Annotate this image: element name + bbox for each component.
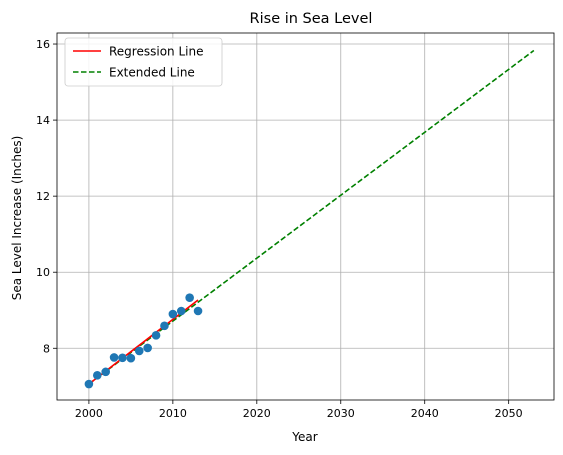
y-tick-label: 10 [36, 266, 50, 279]
legend-box [64, 37, 223, 87]
scatter-point [185, 293, 194, 302]
scatter-point [160, 321, 169, 331]
x-tick-label: 2020 [243, 407, 271, 420]
scatter-point [151, 331, 161, 340]
y-tick-label: 12 [36, 190, 50, 203]
scatter-point [193, 306, 203, 316]
y-tick-label: 16 [36, 38, 50, 51]
legend-label-extended: Extended Line [109, 66, 195, 80]
chart-title: Rise in Sea Level [250, 11, 373, 27]
scatter-points [84, 293, 203, 389]
scatter-point [134, 346, 144, 356]
scatter-point [118, 353, 127, 363]
x-tick-label: 2050 [495, 407, 523, 420]
x-axis-label: Year [291, 430, 317, 444]
scatter-point [109, 353, 119, 362]
legend-label-regression: Regression Line [109, 45, 203, 59]
scatter-point [176, 306, 186, 316]
x-tick-label: 2000 [75, 407, 103, 420]
y-tick-label: 8 [43, 342, 50, 355]
scatter-point [84, 379, 94, 389]
grid [57, 33, 554, 400]
scatter-point [143, 343, 152, 353]
axis-ticks: 2000 2010 2020 2030 2040 2050 8 10 12 14 16 [36, 38, 523, 420]
y-axis-label: Sea Level Increase (Inches) [10, 136, 24, 301]
scatter-point [92, 370, 102, 380]
scatter-point [101, 367, 110, 377]
legend: Regression Line Extended Line [64, 37, 223, 87]
scatter-point [126, 353, 136, 363]
y-tick-label: 14 [36, 114, 50, 127]
x-tick-label: 2010 [159, 407, 187, 420]
plot-frame [56, 32, 555, 401]
x-tick-label: 2030 [327, 407, 355, 420]
scatter-point [168, 309, 178, 319]
x-tick-label: 2040 [411, 407, 439, 420]
